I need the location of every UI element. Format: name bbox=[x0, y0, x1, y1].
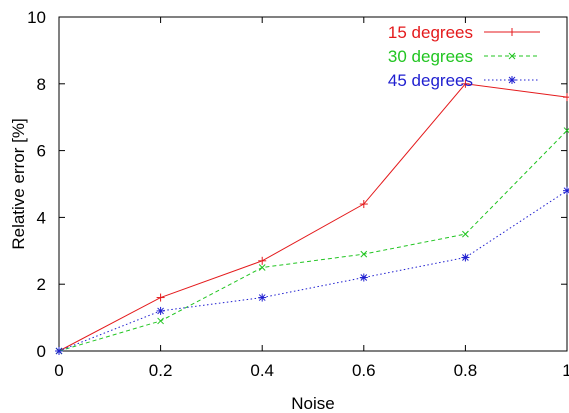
legend-label-15-degrees: 15 degrees bbox=[388, 23, 473, 42]
y-axis-title: Relative error [%] bbox=[9, 118, 28, 249]
data-point-45-degrees bbox=[55, 347, 63, 355]
data-point-45-degrees bbox=[359, 273, 368, 282]
data-point-15-degrees bbox=[461, 79, 470, 88]
marker-stroke bbox=[55, 347, 63, 355]
y-tick-label: 10 bbox=[27, 8, 46, 27]
data-point-15-degrees bbox=[563, 93, 569, 102]
y-tick-label: 0 bbox=[37, 342, 46, 361]
data-point-30-degrees bbox=[157, 317, 164, 325]
x-tick-label: 0 bbox=[54, 361, 63, 380]
marker-stroke bbox=[563, 187, 569, 195]
data-point-30-degrees bbox=[258, 264, 266, 271]
legend-marker-15-degrees bbox=[508, 28, 516, 36]
data-point-30-degrees bbox=[563, 127, 569, 134]
x-tick-label: 0.6 bbox=[352, 361, 376, 380]
y-tick-label: 8 bbox=[37, 75, 46, 94]
y-tick-label: 6 bbox=[37, 142, 46, 161]
marker-stroke bbox=[462, 254, 469, 261]
data-point-30-degrees bbox=[360, 250, 368, 258]
legend-marker-30-degrees bbox=[508, 52, 516, 60]
x-axis-title: Noise bbox=[291, 394, 334, 413]
series-30-degrees bbox=[55, 127, 569, 355]
data-point-45-degrees bbox=[156, 306, 165, 315]
legend-label-45-degrees: 45 degrees bbox=[388, 71, 473, 90]
data-point-30-degrees bbox=[462, 230, 469, 238]
data-point-15-degrees bbox=[359, 200, 368, 209]
data-point-15-degrees bbox=[156, 293, 165, 302]
marker-stroke bbox=[462, 230, 469, 238]
plot-frame bbox=[58, 16, 568, 352]
data-point-45-degrees bbox=[258, 293, 267, 302]
marker-stroke bbox=[258, 264, 266, 271]
data-point-15-degrees bbox=[258, 256, 267, 265]
legend-marker-45-degrees bbox=[508, 76, 516, 84]
series-layer bbox=[55, 79, 569, 355]
marker-stroke bbox=[360, 274, 368, 281]
marker-stroke bbox=[157, 317, 164, 325]
marker-stroke bbox=[563, 127, 569, 134]
series-45-degrees bbox=[55, 186, 569, 355]
data-point-45-degrees bbox=[461, 253, 470, 262]
marker-stroke bbox=[508, 76, 516, 84]
marker-stroke bbox=[360, 250, 368, 258]
x-tick-label: 0.4 bbox=[250, 361, 274, 380]
marker-stroke bbox=[258, 294, 266, 301]
data-point-45-degrees bbox=[563, 186, 569, 195]
marker-stroke bbox=[508, 52, 516, 60]
marker-stroke bbox=[157, 307, 164, 315]
y-tick-label: 4 bbox=[37, 208, 46, 227]
y-tick-label: 2 bbox=[37, 275, 46, 294]
series-line-30-degrees bbox=[58, 130, 568, 352]
x-tick-label: 0.8 bbox=[454, 361, 478, 380]
legend: 15 degrees 30 degrees 45 degrees bbox=[388, 23, 540, 90]
series-line-45-degrees bbox=[58, 190, 568, 352]
series-line-15-degrees bbox=[58, 83, 568, 352]
x-tick-label: 1 bbox=[562, 361, 569, 380]
legend-label-30-degrees: 30 degrees bbox=[388, 47, 473, 66]
x-tick-label: 0.2 bbox=[149, 361, 173, 380]
series-15-degrees bbox=[55, 79, 569, 355]
